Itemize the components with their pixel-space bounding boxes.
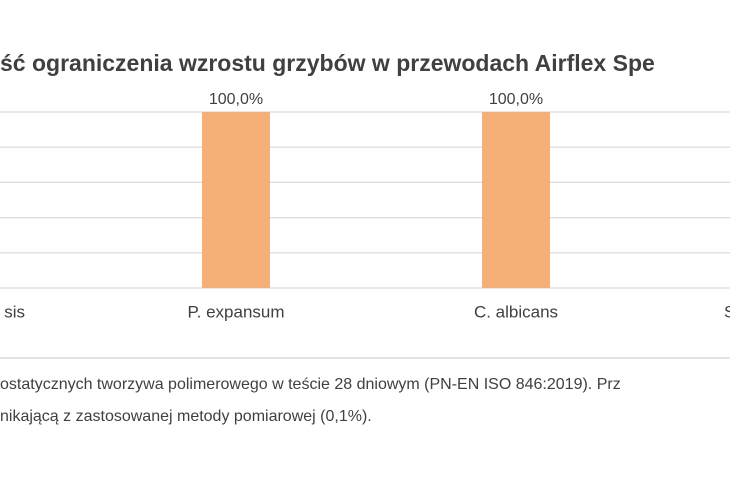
value-label: 100,0% [489, 91, 543, 108]
x-tick-label: sis [4, 302, 25, 321]
note-line: ostatycznych tworzywa polimerowego w teś… [0, 376, 621, 393]
bar [482, 112, 550, 288]
x-tick-label: P. expansum [187, 302, 284, 321]
note-line: nikającą z zastosowanej metody pomiarowe… [0, 408, 372, 425]
bar [202, 112, 270, 288]
x-tick-label: C. albicans [474, 302, 558, 321]
value-label: 100,0% [209, 91, 263, 108]
x-tick-label: S [724, 302, 730, 321]
chart-title: ść ograniczenia wzrostu grzybów w przewo… [0, 50, 655, 76]
